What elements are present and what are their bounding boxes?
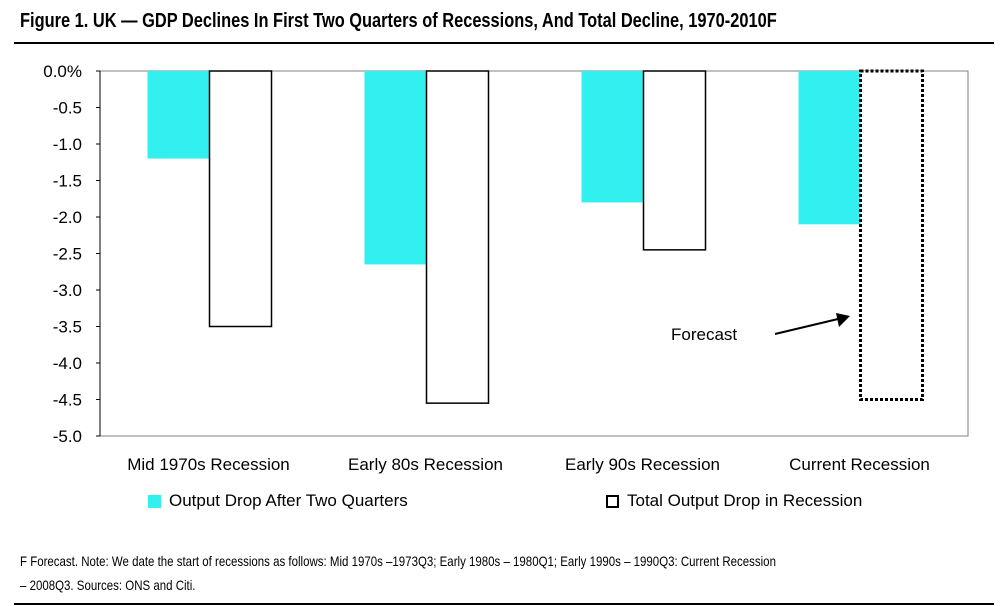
title-divider: [14, 42, 994, 44]
bottom-divider: [14, 603, 994, 605]
y-tick-label: 0.0%: [43, 62, 82, 81]
forecast-arrow-line: [774, 318, 839, 335]
bar-total: [208, 70, 273, 328]
y-tick-label: -3.0: [53, 281, 82, 300]
legend-item-total: Total Output Drop in Recession: [606, 491, 862, 511]
bar-total-forecast: [859, 69, 924, 401]
forecast-arrowhead: [836, 313, 850, 327]
bar-two-quarters: [364, 71, 427, 265]
bar-two-quarters: [147, 71, 210, 159]
y-tick-label: -1.5: [53, 172, 82, 191]
legend-swatch-outline: [606, 494, 619, 508]
footnote-line-2: – 2008Q3. Sources: ONS and Citi.: [20, 577, 196, 593]
x-tick-label: Current Recession: [789, 455, 930, 474]
y-tick-label: -1.0: [53, 135, 82, 154]
y-tick-label: -3.5: [53, 318, 82, 337]
y-tick-label: -2.5: [53, 245, 82, 264]
legend-item-two-quarters: Output Drop After Two Quarters: [148, 491, 408, 511]
x-tick-label: Early 80s Recession: [348, 455, 503, 474]
bar-total: [642, 70, 707, 251]
y-tick-label: -5.0: [53, 427, 82, 446]
bar-chart: 0.0% -0.5 -1.0 -1.5 -2.0 -2.5 -3.0 -3.5 -4.0 -4.5…: [43, 62, 969, 474]
footnote: F Forecast. Note: We date the start of r…: [20, 549, 1004, 597]
bar-total: [425, 70, 490, 404]
bar-two-quarters: [798, 71, 861, 225]
forecast-annotation: Forecast: [671, 325, 737, 344]
footnote-line-1: F Forecast. Note: We date the start of r…: [20, 553, 776, 569]
legend-swatch-cyan: [148, 494, 161, 508]
y-tick-label: -0.5: [53, 99, 82, 118]
x-tick-label: Mid 1970s Recession: [127, 455, 290, 474]
legend-label-two-quarters: Output Drop After Two Quarters: [169, 491, 408, 510]
legend-label-total: Total Output Drop in Recession: [627, 491, 863, 510]
figure-title: Figure 1. UK — GDP Declines In First Two…: [20, 10, 777, 32]
bar-two-quarters: [581, 71, 644, 203]
y-tick-label: -4.0: [53, 354, 82, 373]
x-tick-label: Early 90s Recession: [565, 455, 720, 474]
y-tick-label: -2.0: [53, 208, 82, 227]
y-tick-label: -4.5: [53, 391, 82, 410]
